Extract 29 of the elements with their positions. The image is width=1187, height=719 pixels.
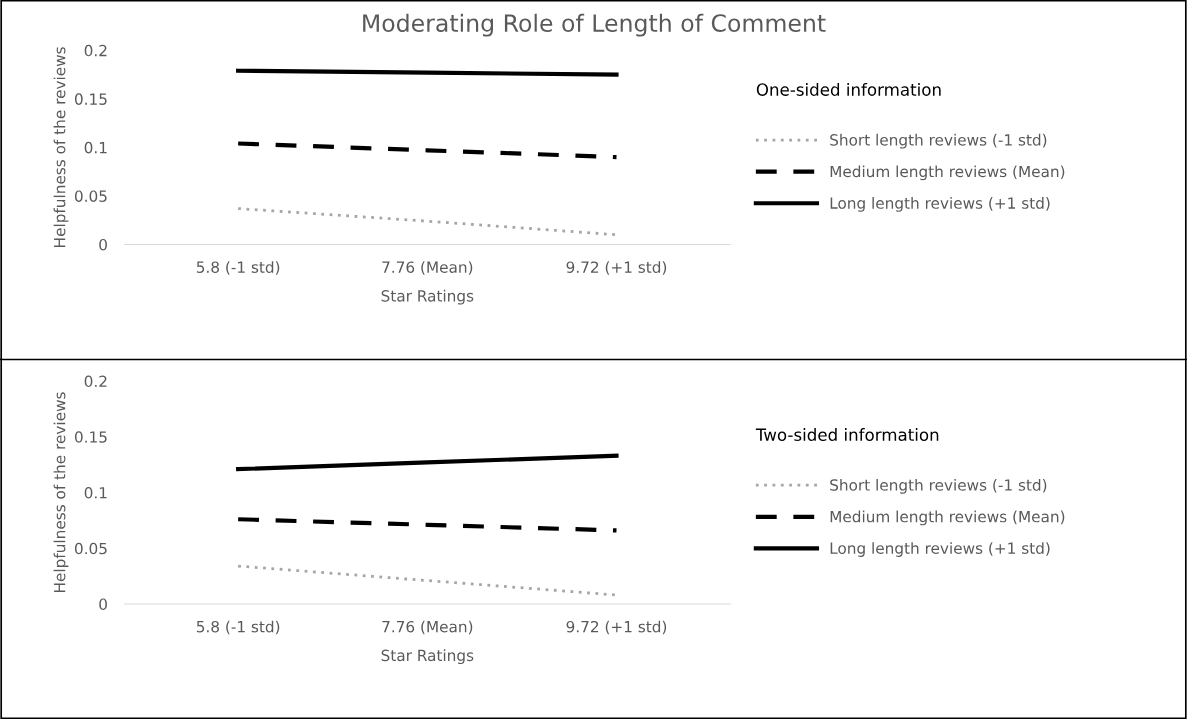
y-tick-label: 0 (99, 238, 107, 251)
x-tick-label: 9.72 (+1 std) (566, 261, 667, 275)
legend-label: Long length reviews (+1 std) (830, 197, 1050, 212)
x-tick-label: 9.72 (+1 std) (566, 620, 667, 635)
y-tick-label: 0.1 (84, 141, 107, 154)
y-tick-label: 0.05 (74, 190, 107, 202)
chart-title: Moderating Role of Length of Comment (363, 13, 826, 37)
y-tick-label: 0.15 (74, 431, 107, 443)
x-axis-title: Star Ratings (381, 649, 474, 665)
y-tick-label: 0.2 (84, 44, 107, 57)
legend-label: Short length reviews (-1 std) (830, 478, 1047, 494)
x-tick-label: 7.76 (Mean) (382, 620, 473, 635)
y-tick-label: 0.05 (74, 542, 107, 555)
y-axis-title: Helpfulness of the reviews (53, 47, 69, 247)
legend-label: Medium length reviews (Mean) (830, 165, 1065, 181)
legend-label: Long length reviews (+1 std) (830, 542, 1050, 557)
x-tick-label: 7.76 (Mean) (382, 261, 473, 275)
legend-title: Two-sided information (755, 428, 939, 442)
y-tick-label: 0 (99, 598, 107, 610)
y-tick-label: 0.1 (84, 486, 107, 499)
legend-label: Medium length reviews (Mean) (830, 510, 1065, 526)
y-tick-label: 0.15 (74, 93, 107, 105)
legend-title: One-sided information (756, 82, 941, 96)
legend-label: Short length reviews (-1 std) (830, 133, 1047, 149)
x-tick-label: 5.8 (-1 std) (196, 261, 280, 275)
x-tick-label: 5.8 (-1 std) (196, 620, 280, 635)
y-tick-label: 0.2 (84, 375, 107, 388)
x-axis-title: Star Ratings (381, 289, 474, 305)
y-axis-title: Helpfulness of the reviews (53, 392, 69, 593)
